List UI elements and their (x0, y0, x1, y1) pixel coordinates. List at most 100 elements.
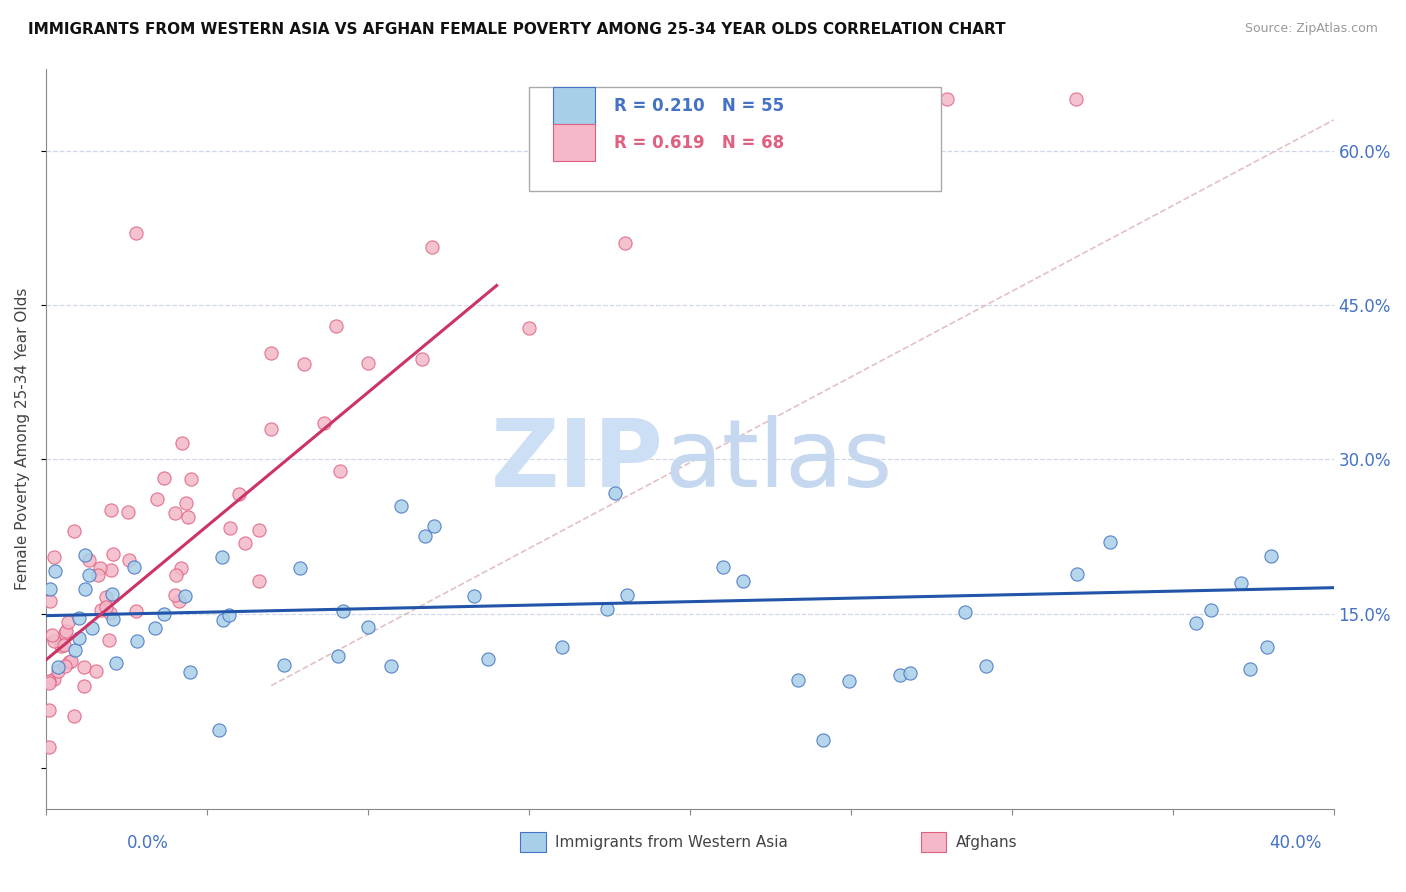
FancyBboxPatch shape (529, 87, 941, 191)
Point (145, 492, 167, 507)
Point (49, 639, 72, 653)
Point (326, 648, 349, 663)
Point (152, 607, 174, 621)
Text: atlas: atlas (664, 415, 893, 507)
Point (838, 674, 860, 689)
Point (1230, 575, 1253, 590)
Point (325, 319, 347, 334)
Point (118, 553, 141, 567)
Point (117, 505, 139, 519)
Point (731, 574, 754, 588)
Point (1239, 662, 1261, 676)
Point (247, 574, 270, 588)
Point (125, 634, 148, 648)
Point (42, 672, 65, 686)
Point (811, 733, 834, 747)
Text: 40.0%: 40.0% (1270, 834, 1322, 852)
Point (39, 582, 62, 597)
Point (53, 638, 76, 652)
Point (420, 240, 443, 254)
Point (59, 653, 82, 667)
Point (163, 587, 186, 601)
Bar (554, 124, 595, 161)
Point (1256, 640, 1278, 654)
Point (332, 604, 354, 618)
Point (87, 568, 110, 582)
Point (77, 567, 100, 582)
Point (89, 561, 111, 575)
Point (38, 703, 60, 717)
Text: ZIP: ZIP (491, 415, 664, 507)
Point (41, 628, 63, 642)
Point (389, 500, 412, 514)
Point (38, 740, 60, 755)
Point (172, 436, 194, 450)
Point (53, 626, 76, 640)
Point (105, 656, 128, 670)
Point (100, 563, 122, 577)
Point (357, 620, 380, 634)
Point (38, 593, 60, 607)
Point (86, 665, 108, 679)
Point (180, 472, 202, 486)
Point (517, 320, 540, 334)
Point (53, 658, 76, 673)
Point (233, 536, 256, 550)
Point (603, 486, 626, 500)
Point (1099, 535, 1122, 549)
Point (58, 655, 80, 669)
Point (101, 587, 124, 601)
Point (176, 510, 198, 524)
Point (44, 564, 66, 578)
Point (616, 588, 638, 602)
Text: 0.0%: 0.0% (127, 834, 169, 852)
Point (260, 346, 283, 360)
Point (179, 665, 201, 680)
Text: Source: ZipAtlas.com: Source: ZipAtlas.com (1244, 22, 1378, 36)
Point (62, 709, 84, 723)
Point (63, 524, 86, 539)
Point (742, 92, 765, 106)
Point (170, 561, 193, 575)
Point (42, 550, 65, 565)
Text: R = 0.210   N = 55: R = 0.210 N = 55 (614, 96, 785, 114)
Point (73, 659, 96, 673)
Point (218, 608, 240, 623)
Point (413, 529, 436, 543)
Point (380, 659, 402, 673)
Point (90, 603, 112, 617)
Point (936, 92, 959, 106)
Point (292, 357, 315, 371)
Point (73, 679, 96, 693)
Point (98, 606, 121, 620)
Text: Afghans: Afghans (956, 835, 1018, 849)
Point (101, 547, 124, 561)
Point (290, 560, 312, 574)
Point (463, 589, 485, 603)
Point (67, 611, 90, 625)
Point (125, 603, 148, 617)
Point (411, 351, 433, 366)
Point (1064, 92, 1087, 106)
Point (211, 550, 233, 565)
Point (786, 673, 808, 687)
Point (477, 652, 499, 666)
Text: IMMIGRANTS FROM WESTERN ASIA VS AFGHAN FEMALE POVERTY AMONG 25-34 YEAR OLDS CORR: IMMIGRANTS FROM WESTERN ASIA VS AFGHAN F… (28, 22, 1005, 37)
Point (219, 521, 242, 535)
Point (38, 676, 60, 690)
Point (67, 632, 90, 646)
Point (122, 560, 145, 574)
Point (167, 594, 190, 608)
Y-axis label: Female Poverty Among 25-34 Year Olds: Female Poverty Among 25-34 Year Olds (15, 287, 30, 590)
Point (976, 659, 998, 673)
Point (208, 723, 231, 738)
Point (1260, 549, 1282, 564)
Point (953, 605, 976, 619)
Point (1199, 603, 1222, 617)
Point (44, 633, 66, 648)
Point (711, 559, 734, 574)
Point (80, 621, 103, 635)
Point (97, 633, 120, 648)
Point (143, 621, 166, 635)
Point (176, 496, 198, 510)
